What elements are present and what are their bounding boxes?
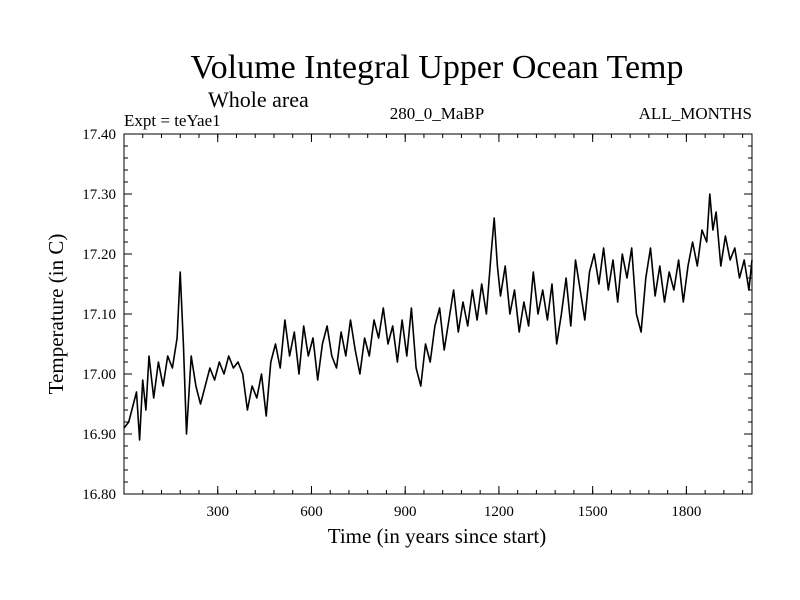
- expt-label: Expt = teYae1: [124, 111, 221, 130]
- y-tick-label: 17.40: [82, 127, 116, 143]
- x-tick-label: 1500: [578, 504, 608, 520]
- y-tick-label: 16.80: [82, 487, 116, 503]
- x-tick-label: 300: [206, 504, 229, 520]
- y-axis-label: Temperature (in C): [44, 234, 68, 395]
- chart-title: Volume Integral Upper Ocean Temp: [191, 49, 684, 86]
- x-tick-label: 600: [300, 504, 323, 520]
- x-axis-label: Time (in years since start): [328, 524, 547, 548]
- plot-frame: [123, 133, 753, 495]
- chart-subtitle: Whole area: [208, 87, 309, 112]
- period-label: 280_0_MaBP: [390, 104, 484, 123]
- y-tick-label: 17.30: [82, 187, 116, 203]
- y-tick-label: 17.20: [82, 247, 116, 263]
- y-tick-label: 16.90: [82, 427, 116, 443]
- x-tick-label: 900: [394, 504, 417, 520]
- x-tick-label: 1800: [671, 504, 701, 520]
- y-tick-label: 17.10: [82, 307, 116, 323]
- series-line-teYae1: [123, 193, 753, 441]
- months-label: ALL_MONTHS: [639, 104, 752, 123]
- x-tick-label: 1200: [484, 504, 514, 520]
- series-layer: [123, 193, 753, 441]
- y-tick-label: 17.00: [82, 367, 116, 383]
